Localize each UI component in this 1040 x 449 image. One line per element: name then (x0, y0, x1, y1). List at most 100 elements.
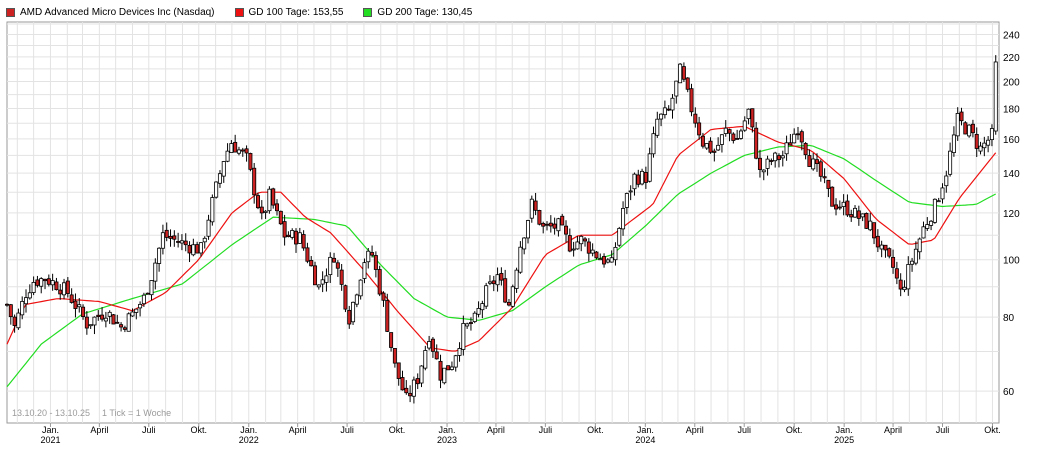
candle-up (967, 124, 972, 137)
y-tick-label: 80 (1003, 313, 1015, 324)
candle-up (948, 150, 953, 175)
gd100-series (6, 125, 997, 352)
candle-up (263, 210, 268, 213)
candle-down (583, 238, 588, 242)
candle-up (354, 294, 359, 305)
candle-down (377, 269, 382, 295)
candle-down (970, 123, 975, 134)
candle-down (172, 235, 177, 240)
candle-up (678, 63, 683, 84)
candle-up (765, 158, 770, 169)
candle-down (685, 77, 690, 90)
candle-up (62, 282, 67, 296)
candle-down (54, 281, 59, 291)
candle-down (815, 159, 820, 164)
candle-up (138, 303, 143, 309)
legend-item-stock[interactable]: AMD Advanced Micro Devices Inc (Nasdaq) (6, 7, 215, 18)
candle-down (275, 203, 280, 212)
candle-down (864, 213, 869, 229)
candle-up (157, 247, 162, 264)
candle-down (567, 235, 572, 252)
candle-up (632, 173, 637, 190)
candle-up (590, 249, 595, 254)
candle-up (324, 275, 329, 283)
candle-down (12, 316, 17, 326)
candle-up (267, 188, 272, 212)
plot-area (6, 21, 1000, 424)
y-tick-label: 220 (1003, 53, 1020, 64)
candle-down (689, 88, 694, 113)
candle-down (176, 241, 181, 243)
candle-up (198, 242, 203, 254)
candle-up (674, 80, 679, 97)
candle-up (88, 324, 93, 327)
candle-up (149, 280, 154, 296)
candle-up (746, 108, 751, 120)
x-tick-year: 2024 (635, 435, 655, 445)
candle-up (556, 218, 561, 232)
x-tick-label: Okt. (389, 425, 406, 435)
x-tick-label: Okt. (191, 425, 208, 435)
candle-down (552, 223, 557, 229)
candle-down (187, 244, 192, 254)
candle-up (126, 313, 131, 332)
x-tick-label: Okt. (984, 425, 1001, 435)
candle-down (830, 186, 835, 207)
candle-down (400, 377, 405, 391)
candle-down (122, 327, 127, 330)
candle-up (153, 262, 158, 282)
candle-down (244, 148, 249, 154)
candle-up (723, 127, 728, 134)
candle-up (92, 316, 97, 326)
candle-down (73, 300, 78, 309)
x-tick-label: Juli (936, 425, 950, 435)
candle-up (917, 238, 922, 253)
candle-down (119, 324, 124, 328)
y-tick-label: 180 (1003, 105, 1020, 116)
candle-down (845, 200, 850, 216)
candle-up (24, 297, 29, 305)
candle-down (271, 188, 276, 206)
candle-down (335, 262, 340, 269)
candle-up (522, 237, 527, 250)
candle-up (16, 312, 21, 329)
candle-down (145, 292, 150, 295)
candle-down (735, 138, 740, 140)
x-tick-label: April (686, 425, 704, 435)
candle-down (396, 362, 401, 379)
legend-item-gd100[interactable]: GD 100 Tage: 153,55 (234, 7, 343, 18)
candle-down (96, 314, 101, 317)
candle-down (183, 240, 188, 246)
candle-up (921, 226, 926, 239)
candle-down (537, 210, 542, 225)
x-tick-label: Okt. (786, 425, 803, 435)
candle-up (982, 142, 987, 149)
candle-down (381, 292, 386, 301)
candle-up (902, 286, 907, 291)
candle-up (925, 224, 930, 229)
candle-up (50, 280, 55, 286)
candle-up (575, 241, 580, 250)
legend-item-gd200[interactable]: GD 200 Tage: 130,45 (363, 7, 472, 18)
candle-down (693, 113, 698, 124)
candle-down (799, 131, 804, 143)
candle-down (506, 301, 511, 306)
candle-down (305, 247, 310, 262)
candle-down (826, 179, 831, 189)
candle-down (252, 167, 257, 196)
candle-down (894, 268, 899, 279)
x-tick-label: Jan. (439, 425, 456, 435)
candle-up (510, 286, 515, 307)
candle-down (35, 279, 40, 286)
candle-up (773, 152, 778, 162)
candle-down (259, 206, 264, 214)
candle-up (103, 317, 108, 322)
candle-up (529, 198, 534, 219)
candle-up (449, 366, 454, 370)
candle-up (860, 213, 865, 218)
candle-up (465, 323, 470, 327)
x-tick-label: April (487, 425, 505, 435)
ma-line (6, 125, 997, 352)
candle-up (514, 269, 519, 289)
